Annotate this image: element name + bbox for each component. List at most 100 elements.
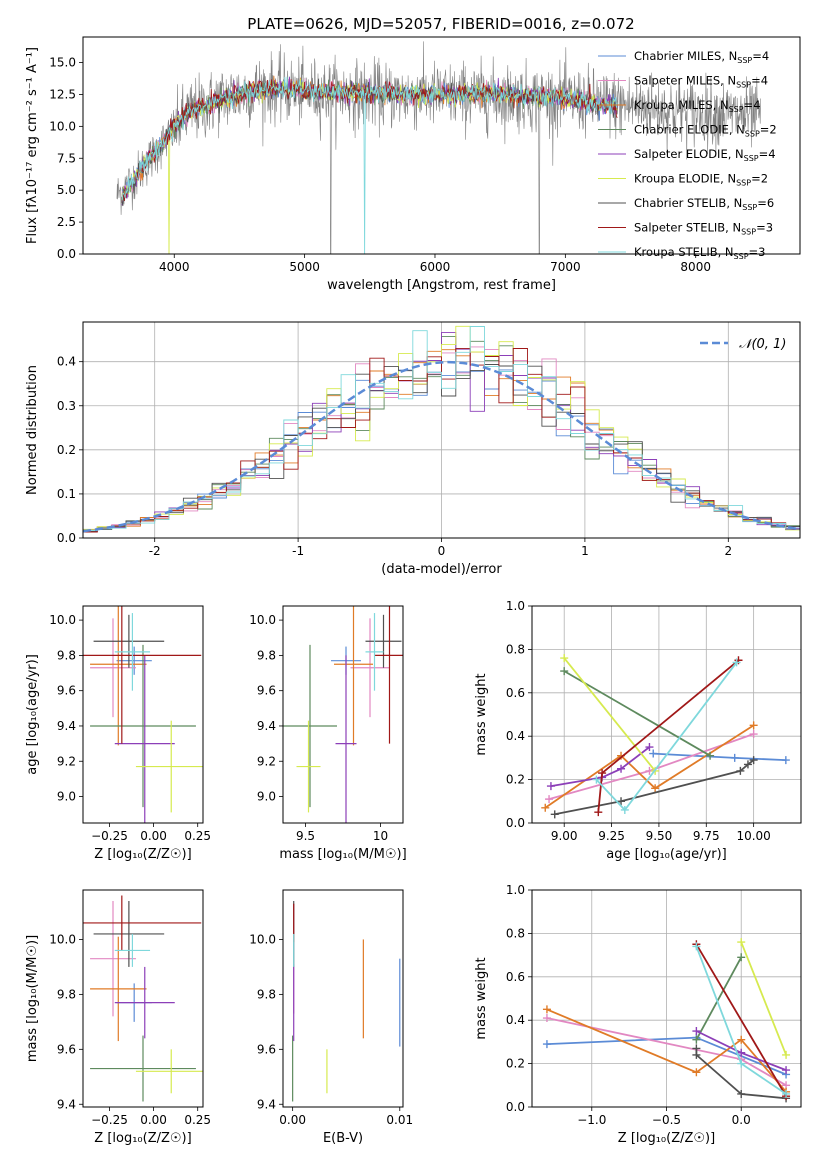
weight-marker — [651, 784, 660, 793]
weight-marker — [749, 721, 758, 730]
weight-marker — [706, 751, 715, 760]
x-tick-label: 0.00 — [140, 829, 167, 843]
legend-nssp-sub: SSP — [734, 252, 749, 261]
weight-marker — [692, 1068, 701, 1077]
x-tick-label: 4000 — [159, 260, 190, 274]
plot-area — [532, 890, 801, 1107]
legend-nssp-prefix: , N — [720, 172, 736, 186]
legend-nssp-prefix: , N — [721, 49, 737, 63]
weight-marker — [594, 808, 603, 817]
weight-marker — [560, 667, 569, 676]
x-tick-label: -2 — [149, 544, 161, 558]
x-tick-label: 7000 — [550, 260, 581, 274]
x-tick-label: −0.25 — [91, 829, 128, 843]
histogram-step — [83, 326, 800, 531]
y-axis-label: mass weight — [474, 957, 489, 1039]
legend-name: Salpeter MILES — [634, 74, 720, 88]
weight-marker — [546, 782, 555, 791]
y-tick-label: 9.0 — [57, 790, 76, 804]
legend-nssp-eq: = — [757, 196, 767, 210]
y-tick-label: 2.5 — [57, 215, 76, 229]
weight-marker — [542, 1005, 551, 1014]
model-spectrum — [121, 76, 618, 254]
legend-entry: Chabrier STELIB, NSSP=6 — [634, 196, 774, 212]
weight-marker — [692, 942, 701, 951]
y-tick-label: 9.6 — [257, 684, 276, 698]
y-tick-label: 9.4 — [57, 1097, 76, 1111]
x-axis-label: (data-model)/error — [381, 562, 502, 577]
weight-marker — [649, 749, 658, 758]
y-tick-label: 10.0 — [49, 932, 76, 946]
weight-marker — [730, 753, 739, 762]
axes-frame — [282, 605, 404, 824]
legend-nssp-sub: SSP — [741, 228, 756, 237]
weight-marker — [645, 743, 654, 752]
weight-marker — [598, 769, 607, 778]
chart-residual-histogram: -2 -1 0 1 2 0.0 0.1 0.2 0.3 0.4 (data-model)/error… — [25, 321, 801, 577]
chart-mass-vs-EBV: 0.00 0.01 9.4 9.6 9.8 10.0 E(B-V) — [249, 889, 413, 1146]
weight-marker — [541, 803, 550, 812]
y-tick-label: 0.8 — [506, 642, 525, 656]
legend-nssp-sub: SSP — [744, 154, 759, 163]
x-tick-label: 0.25 — [184, 829, 211, 843]
legend-name: Kroupa ELODIE — [634, 172, 720, 186]
y-tick-label: 9.6 — [57, 1042, 76, 1056]
chart-spectrum: 4000 5000 6000 7000 8000 0.0 2.5 5.0 7.5 10.0 12.5… — [25, 36, 801, 293]
chart-mass-weight-vs-Z: −1.0 −0.5 0.0 0.0 0.2 0.4 0.6 0.8 1.0 Z [log₁₀(Z/… — [474, 883, 802, 1146]
legend: 𝒩(0, 1) — [700, 337, 786, 352]
weight-marker — [732, 658, 741, 667]
y-tick-label: 9.0 — [257, 790, 276, 804]
legend-nssp-value: 4 — [768, 147, 775, 161]
x-tick-label: 1 — [581, 544, 589, 558]
legend-entry: Chabrier MILES, NSSP=4 — [634, 49, 769, 65]
legend-nssp-eq: = — [751, 74, 761, 88]
y-tick-label: 0.4 — [506, 729, 525, 743]
x-tick-label: 9.50 — [646, 829, 673, 843]
weight-marker — [743, 760, 752, 769]
y-tick-label: 9.8 — [57, 987, 76, 1001]
y-axis-label: Normed distribution — [25, 365, 40, 495]
legend-nssp-eq: = — [760, 123, 770, 137]
y-tick-label: 0.4 — [506, 1013, 525, 1027]
y-tick-label: 9.8 — [257, 648, 276, 662]
plot-area — [116, 41, 761, 254]
legend-entry: Salpeter STELIB, NSSP=3 — [634, 221, 773, 237]
y-axis-label: Flux [fλ10⁻¹⁷ erg cm⁻² s⁻¹ A⁻¹] — [25, 47, 40, 244]
x-tick-label: 9.00 — [551, 829, 578, 843]
y-tick-label: 10.0 — [249, 932, 276, 946]
legend-entry: 𝒩(0, 1) — [739, 337, 786, 352]
weight-marker — [737, 1059, 746, 1068]
x-axis-label: Z [log₁₀(Z/Z☉)] — [94, 1131, 191, 1146]
chart-mass-vs-Z: −0.25 0.00 0.25 9.4 9.6 9.8 10.0 Z [log₁₀(Z/Z☉)… — [25, 889, 211, 1146]
x-tick-label: 9.5 — [296, 829, 315, 843]
legend-entry: Kroupa ELODIE, NSSP=2 — [634, 172, 768, 188]
weight-line — [563, 657, 656, 772]
x-axis-label: wavelength [Angstrom, rest frame] — [327, 278, 556, 293]
y-tick-label: 0.0 — [506, 816, 525, 830]
weight-marker — [545, 795, 554, 804]
plot-area — [83, 322, 800, 538]
weight-line — [546, 1008, 787, 1093]
legend-nssp-value: 3 — [766, 221, 773, 235]
legend-name: Salpeter ELODIE — [634, 147, 728, 161]
y-tick-label: 15.0 — [49, 56, 76, 70]
weight-marker — [781, 756, 790, 765]
legend-nssp-sub: SSP — [745, 130, 760, 139]
legend-nssp-value: 6 — [767, 196, 774, 210]
figure-title: PLATE=0626, MJD=52057, FIBERID=0016, z=0… — [247, 15, 634, 33]
x-tick-label: −1.0 — [577, 1113, 606, 1127]
legend-name: Chabrier ELODIE — [634, 123, 729, 137]
legend-nssp-value: 4 — [761, 74, 768, 88]
normal-curve — [83, 360, 800, 533]
legend-nssp-prefix: , N — [713, 98, 729, 112]
legend-name: Chabrier STELIB — [634, 196, 726, 210]
weight-marker — [782, 1089, 791, 1098]
y-tick-label: 0.0 — [506, 1100, 525, 1114]
x-tick-label: 8000 — [680, 260, 711, 274]
axes-frame — [82, 36, 801, 255]
x-tick-label: 0.25 — [184, 1113, 211, 1127]
legend-nssp-eq: = — [749, 245, 759, 259]
legend-nssp-sub: SSP — [737, 56, 752, 65]
legend-name: Kroupa MILES — [634, 98, 713, 112]
y-tick-label: 7.5 — [57, 151, 76, 165]
